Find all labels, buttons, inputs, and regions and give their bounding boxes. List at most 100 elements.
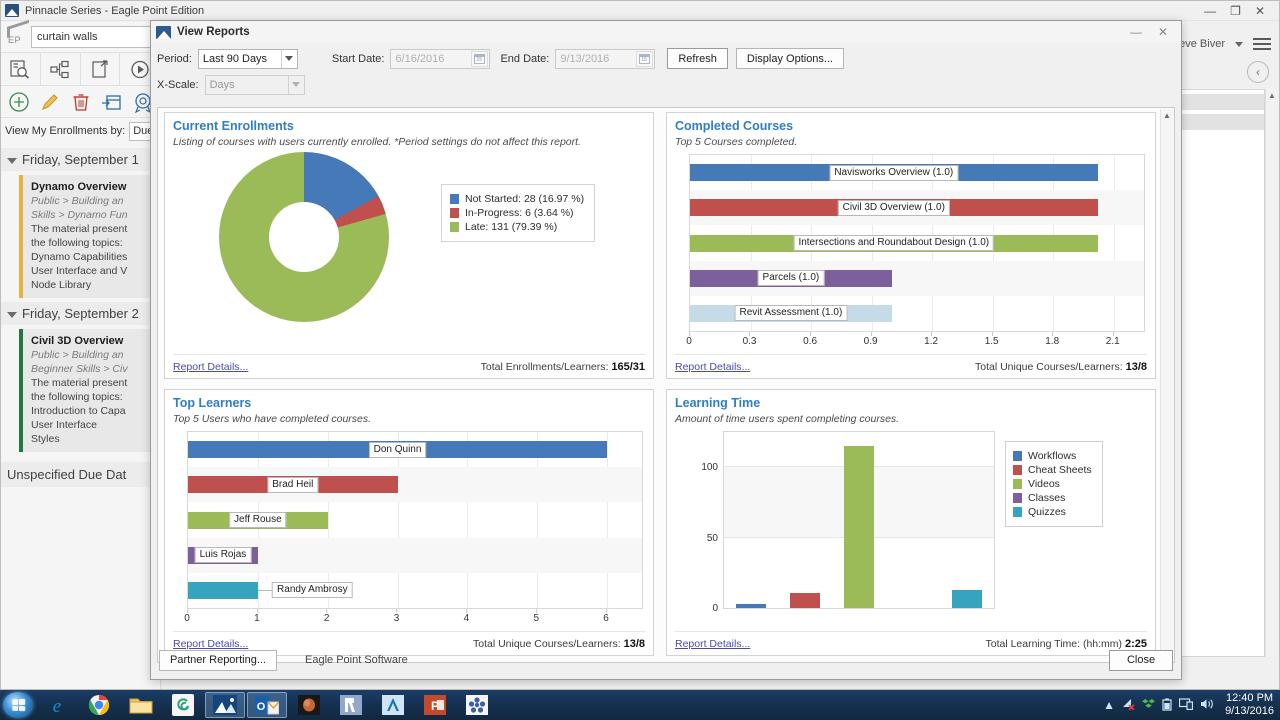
bar[interactable] xyxy=(952,589,982,608)
open-external-icon[interactable] xyxy=(81,52,121,86)
period-dropdown-icon[interactable] xyxy=(280,49,297,68)
legend-item: Classes xyxy=(1013,492,1092,504)
gridline xyxy=(327,432,329,608)
chevron-down-icon[interactable] xyxy=(1235,41,1243,47)
report-details-link[interactable]: Report Details... xyxy=(173,637,249,650)
gridline xyxy=(607,432,609,608)
dialog-close-button[interactable]: ✕ xyxy=(1157,24,1168,39)
period-select[interactable]: Last 90 Days xyxy=(197,48,298,69)
course-topic: Node Library xyxy=(31,279,92,291)
display-options-button[interactable]: Display Options... xyxy=(735,48,845,69)
dashboard-scrollbar[interactable]: ▲ ▼ xyxy=(1160,109,1173,661)
x-axis-tick-label: 0 xyxy=(184,609,190,624)
enrollment-group: Friday, September 1 Dynamo Overview Publ… xyxy=(1,148,160,298)
menu-hamburger-icon[interactable] xyxy=(1253,38,1271,50)
group-header[interactable]: Friday, September 1 xyxy=(1,148,160,171)
show-hidden-icons-icon[interactable]: ▲ xyxy=(1103,698,1116,712)
start-button-icon[interactable] xyxy=(3,692,33,718)
report-details-link[interactable]: Report Details... xyxy=(173,360,249,373)
scroll-up-icon[interactable]: ▲ xyxy=(1163,111,1171,120)
dialog-minimize-button[interactable]: — xyxy=(1129,24,1142,39)
browse-content-icon[interactable] xyxy=(1,52,41,86)
bar[interactable] xyxy=(844,446,874,608)
course-path-line1: Public > Building an xyxy=(31,195,124,207)
legend-swatch xyxy=(1013,451,1022,461)
app-right-scrollbar[interactable]: ▲ xyxy=(1265,89,1278,657)
course-card[interactable]: Civil 3D Overview Public > Building an B… xyxy=(19,329,160,452)
collapse-panel-icon[interactable]: ‹ xyxy=(1247,61,1269,83)
battery-icon[interactable] xyxy=(1162,697,1172,713)
group-header[interactable]: Friday, September 2 xyxy=(1,302,160,325)
report-details-link[interactable]: Report Details... xyxy=(675,360,751,373)
x-axis-tick-label: 1.2 xyxy=(924,332,938,347)
taskbar-item-outlook[interactable]: O xyxy=(247,692,287,718)
eagle-point-home-icon[interactable]: EP xyxy=(5,19,31,49)
partner-reporting-button[interactable]: Partner Reporting... xyxy=(159,649,277,671)
workflow-tree-icon[interactable] xyxy=(41,52,81,86)
learning-time-legend: Workflows Cheat Sheets Videos Classes Quizze… xyxy=(1005,441,1103,527)
assessment-badge-icon[interactable] xyxy=(129,88,156,116)
app-user-area: Steve Biver xyxy=(1159,22,1279,66)
gridline xyxy=(467,432,469,608)
refresh-button[interactable]: Refresh xyxy=(667,48,728,69)
xscale-select[interactable]: Days xyxy=(204,74,305,95)
unspecified-due-date-header[interactable]: Unspecified Due Dat xyxy=(1,462,160,487)
bar[interactable] xyxy=(188,581,258,599)
legend-label: Workflows xyxy=(1028,450,1077,462)
app-close-button[interactable]: ✕ xyxy=(1254,3,1265,18)
taskbar-item-file-explorer[interactable] xyxy=(121,692,161,718)
display-icon[interactable] xyxy=(1178,698,1194,712)
end-date-input[interactable]: 9/13/2016 xyxy=(555,48,656,69)
taskbar-item-revit[interactable] xyxy=(331,692,371,718)
add-icon[interactable] xyxy=(5,88,32,116)
pinnacle-logo-icon xyxy=(5,4,19,17)
app-title-bar: Pinnacle Series - Eagle Point Edition — … xyxy=(1,1,1279,21)
taskbar-item-mars-app[interactable] xyxy=(289,692,329,718)
search-input[interactable]: curtain walls xyxy=(31,26,156,48)
start-date-input[interactable]: 6/16/2016 xyxy=(390,48,491,69)
collapse-triangle-icon[interactable] xyxy=(7,311,17,318)
app-maximize-button[interactable]: ❐ xyxy=(1230,3,1241,18)
app-window-controls: — ❐ ✕ xyxy=(1204,5,1275,17)
course-card[interactable]: Dynamo Overview Public > Building an Ski… xyxy=(19,175,160,298)
bar[interactable] xyxy=(790,592,820,608)
app-minimize-button[interactable]: — xyxy=(1204,3,1217,18)
horizontal-bar-chart: Don Quinn Brad Heil Jeff Rouse Luis Rojas Ra… xyxy=(173,429,645,631)
gridline xyxy=(537,432,539,608)
taskbar-item-powerpoint[interactable]: P xyxy=(415,692,455,718)
start-date-calendar-icon[interactable] xyxy=(471,50,489,67)
taskbar-item-internet-explorer[interactable]: e xyxy=(37,692,77,718)
legend-swatch xyxy=(1013,493,1022,503)
footer-value: 13/8 xyxy=(1125,360,1147,373)
bar[interactable] xyxy=(736,603,766,608)
schedule-calendar-icon[interactable] xyxy=(98,88,125,116)
dashboard-grid: Current Enrollments Listing of courses w… xyxy=(164,112,1156,656)
edit-pencil-icon[interactable] xyxy=(36,88,63,116)
clock-time: 12:40 PM xyxy=(1225,692,1274,704)
course-topic: Introduction to Capa xyxy=(31,405,126,417)
dropbox-icon[interactable] xyxy=(1142,698,1156,712)
dialog-footer: Partner Reporting... Eagle Point Softwar… xyxy=(151,641,1181,679)
taskbar-clock[interactable]: 12:40 PM 9/13/2016 xyxy=(1221,692,1274,718)
taskbar-item-pinnacle-series[interactable] xyxy=(205,692,245,718)
svg-text:P: P xyxy=(431,699,439,713)
end-date-calendar-icon[interactable] xyxy=(636,50,654,67)
x-axis-tick-label: 0.3 xyxy=(743,332,756,347)
course-desc-line1: The material present xyxy=(31,223,128,235)
close-button[interactable]: Close xyxy=(1109,649,1173,671)
taskbar-item-autocad[interactable] xyxy=(373,692,413,718)
taskbar-item-bluebeam[interactable] xyxy=(457,692,497,718)
xscale-label: X-Scale: xyxy=(157,78,199,91)
scroll-up-icon[interactable]: ▲ xyxy=(1268,91,1276,100)
xscale-dropdown-icon[interactable] xyxy=(287,75,304,94)
collapse-triangle-icon[interactable] xyxy=(7,157,17,164)
delete-trash-icon[interactable] xyxy=(67,88,94,116)
x-axis-ticks: 0 0.3 0.6 0.9 1.2 1.5 1.8 2.1 xyxy=(686,332,1145,350)
bar-label: Civil 3D Overview (1.0) xyxy=(837,199,950,216)
network-error-icon[interactable] xyxy=(1122,698,1135,712)
panel-footer: Report Details... Total Unique Courses/L… xyxy=(173,631,645,655)
taskbar-item-google-chrome[interactable] xyxy=(79,692,119,718)
taskbar-item-spiral-app[interactable] xyxy=(163,692,203,718)
volume-icon[interactable] xyxy=(1200,698,1214,712)
report-details-link[interactable]: Report Details... xyxy=(675,637,751,650)
